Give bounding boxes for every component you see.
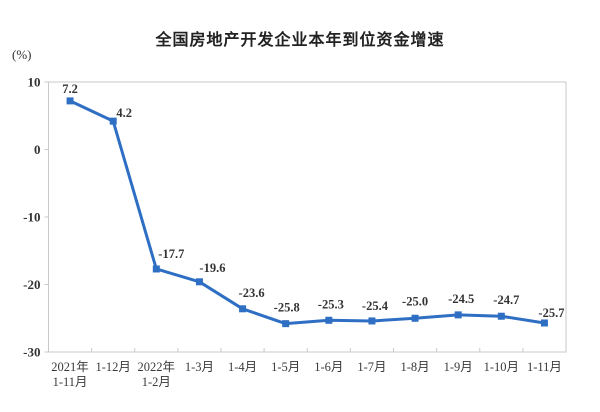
x-axis-category-label: 1-11月 — [53, 375, 88, 389]
data-line — [68, 99, 546, 326]
data-point-marker — [454, 311, 462, 319]
x-axis-category-label: 1-9月 — [444, 360, 473, 374]
x-axis-category-label: 2021年 — [51, 360, 89, 374]
y-axis-tick-label: 10 — [28, 75, 41, 90]
x-axis-category-label: 1-3月 — [185, 360, 214, 374]
data-point-marker — [66, 97, 74, 105]
y-axis-tick-label: -20 — [23, 277, 40, 292]
data-point-marker — [109, 117, 117, 125]
data-point-label: -25.7 — [538, 306, 564, 320]
data-point-label: -24.5 — [448, 292, 474, 306]
data-point-marker — [411, 314, 419, 322]
data-point-marker — [195, 278, 203, 286]
x-axis-category-label: 1-8月 — [400, 360, 429, 374]
data-point-marker — [282, 320, 290, 328]
x-axis-category-label: 1-7月 — [357, 360, 386, 374]
x-axis-category-label: 1-6月 — [314, 360, 343, 374]
x-axis-category-label: 1-10月 — [484, 360, 519, 374]
x-axis-category-label: 1-2月 — [142, 375, 171, 389]
x-axis-category-label: 1-5月 — [271, 360, 300, 374]
data-point-label: -25.8 — [274, 301, 300, 315]
data-point-marker — [325, 316, 333, 324]
plot-border — [48, 81, 567, 353]
x-axis-category-label: 1-11月 — [527, 360, 562, 374]
data-point-label: -17.7 — [158, 247, 184, 261]
data-point-label: -19.6 — [199, 261, 225, 275]
data-point-marker — [239, 305, 247, 313]
x-axis-category-label: 1-12月 — [95, 360, 130, 374]
data-point-marker — [368, 317, 376, 325]
data-point-label: -25.4 — [362, 299, 389, 313]
data-point-marker — [540, 319, 548, 327]
data-point-label: 4.2 — [116, 106, 132, 120]
y-axis-tick-label: -30 — [23, 345, 40, 360]
data-point-label: -24.7 — [493, 293, 519, 307]
data-point-label: 7.2 — [62, 82, 78, 96]
data-point-marker — [497, 312, 505, 320]
x-axis-category-label: 1-4月 — [228, 360, 257, 374]
x-axis-category-label: 2022年 — [138, 360, 176, 374]
data-point-marker — [152, 265, 160, 273]
y-axis-unit-label: (%) — [12, 47, 32, 62]
data-point-label: -25.0 — [402, 294, 428, 308]
chart-title: 全国房地产开发企业本年到位资金增速 — [155, 32, 445, 49]
y-axis-tick-label: 0 — [34, 142, 41, 157]
y-axis-tick-label: -10 — [23, 210, 40, 225]
data-point-label: -25.3 — [318, 297, 344, 311]
data-point-label: -23.6 — [239, 286, 265, 300]
